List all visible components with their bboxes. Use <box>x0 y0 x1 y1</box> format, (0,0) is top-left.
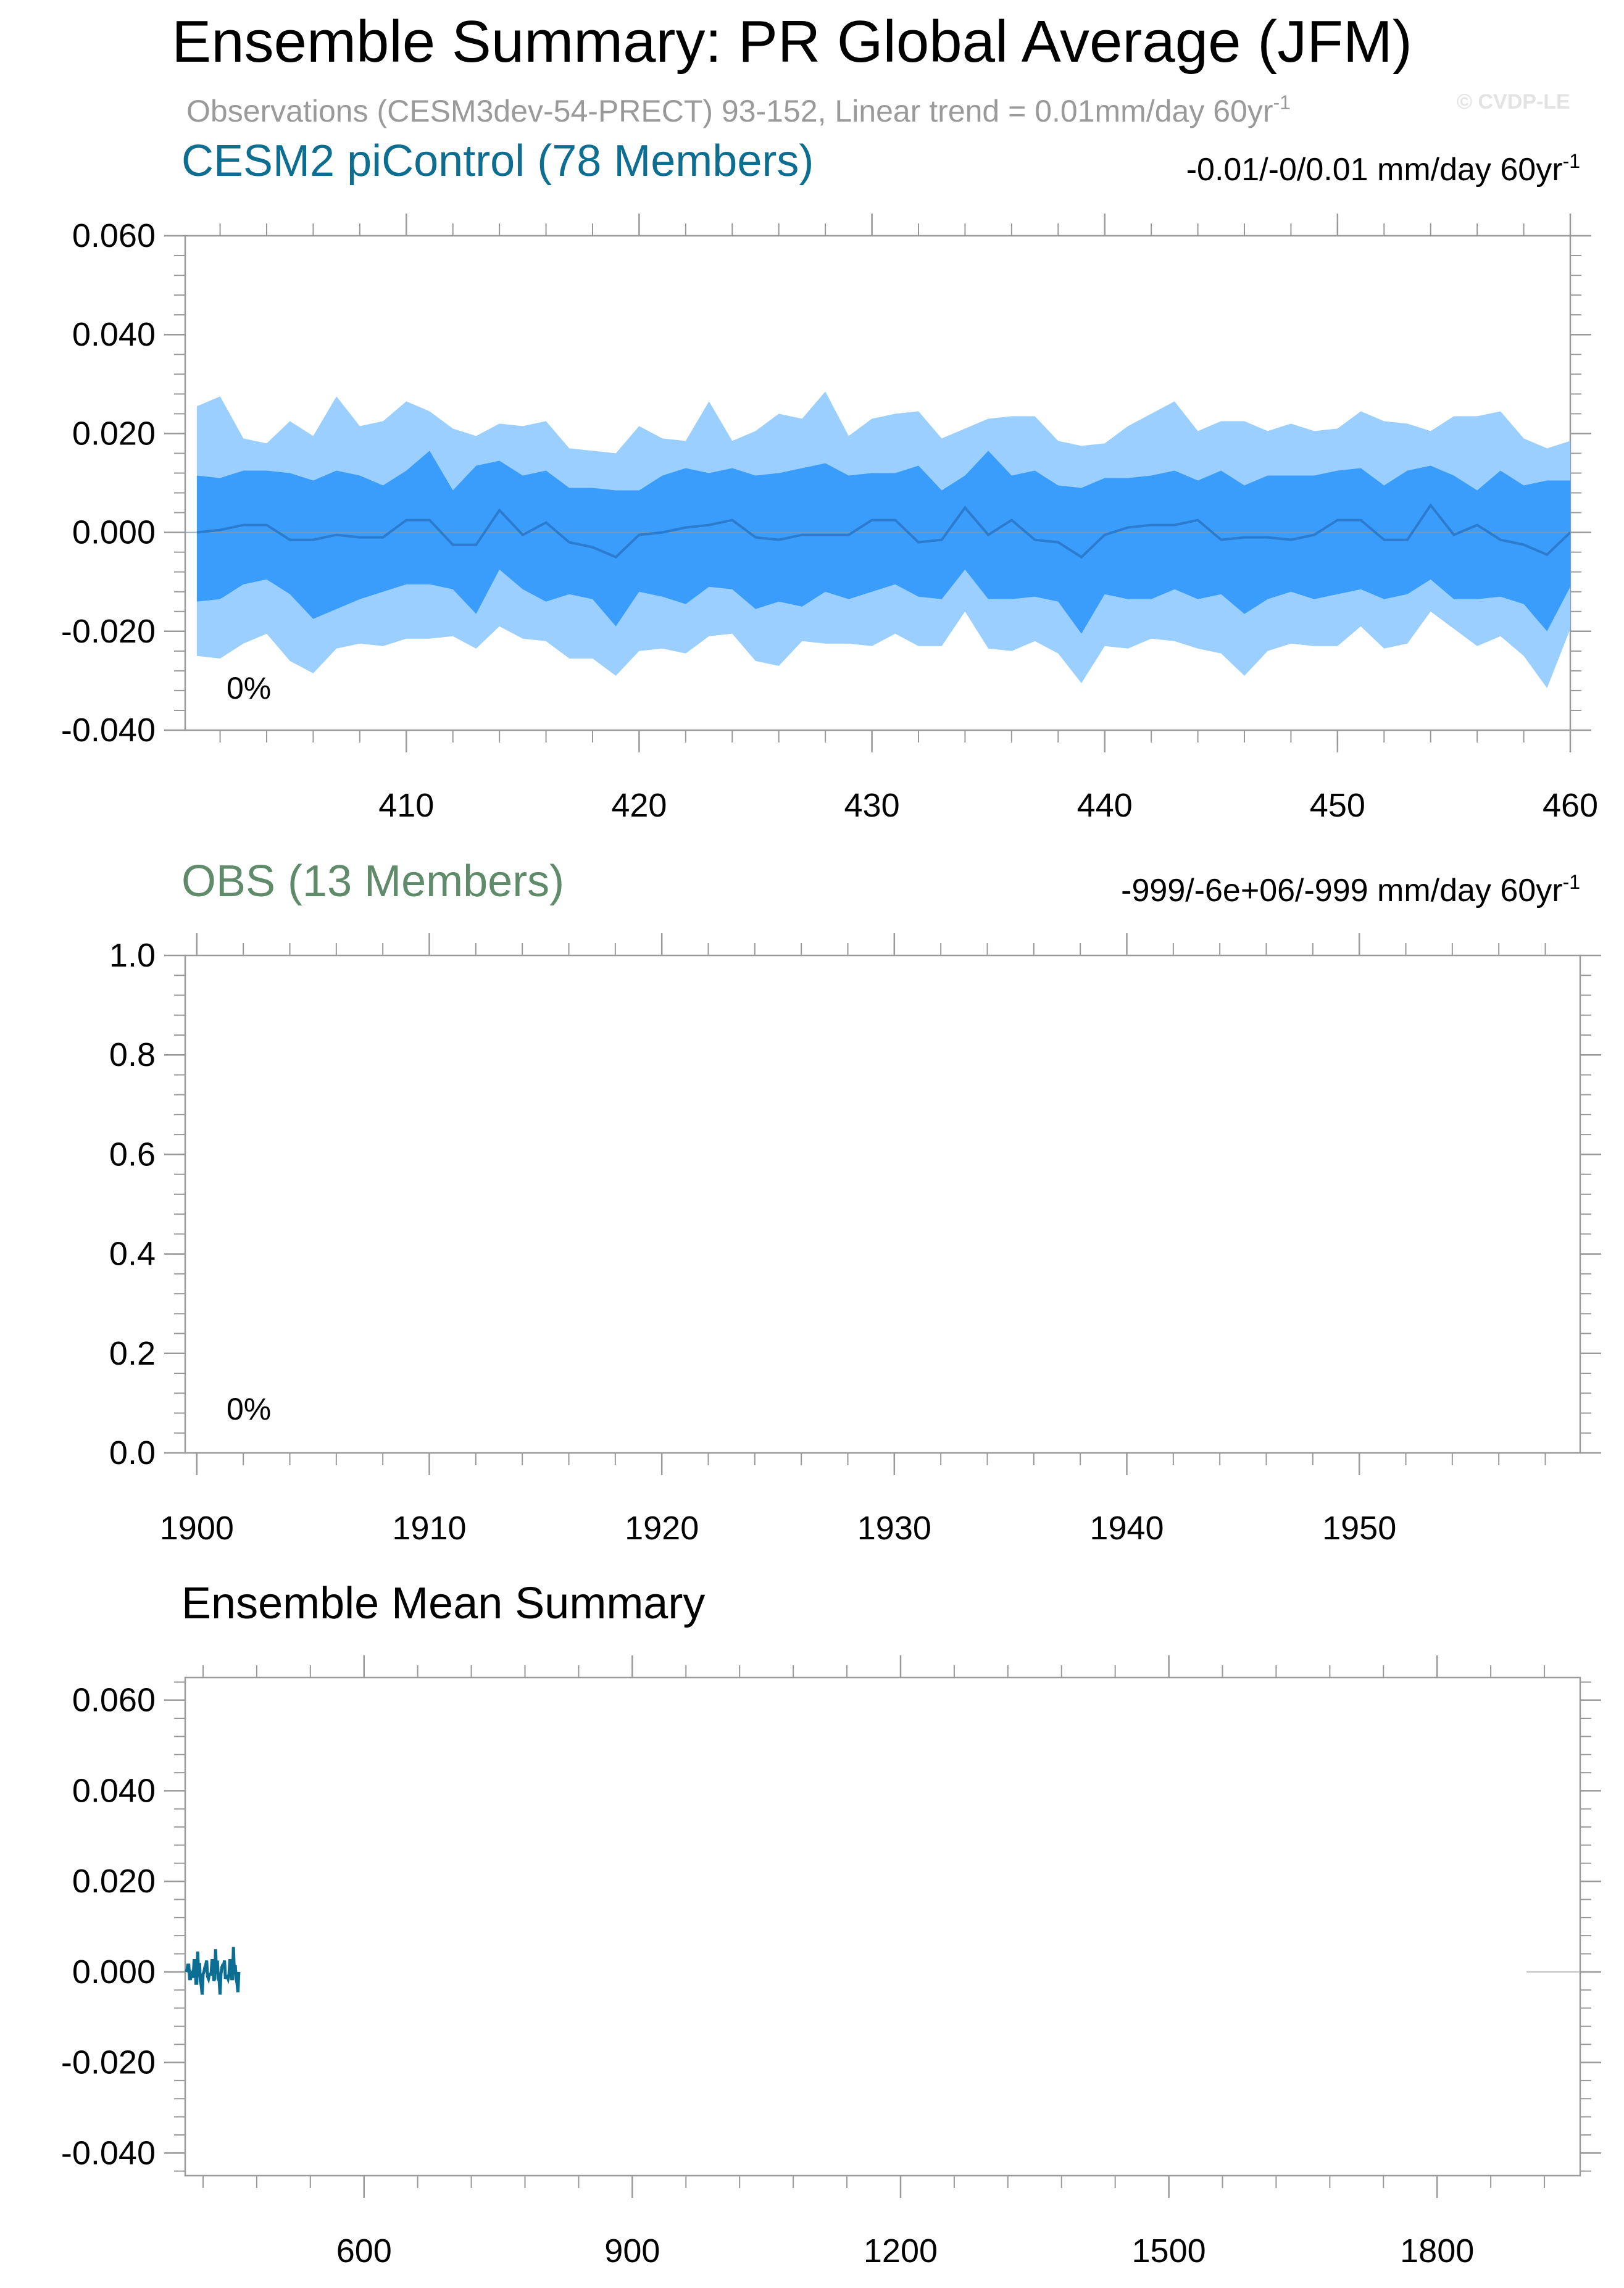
panel1-ytick-label: -0.020 <box>61 613 156 650</box>
panel2-xtick-label: 1920 <box>625 1510 699 1547</box>
panel3-ytick-label: -0.020 <box>61 2044 156 2081</box>
panel3-ytick-label: 0.020 <box>72 1863 156 1900</box>
panel2-percent-label: 0% <box>227 1392 271 1426</box>
panel1-plot-area: 0.060 0.040 0.020 0.000 -0.020 -0.040 410 420 43… <box>61 214 1598 824</box>
panel3-xtick-label: 1200 <box>864 2232 938 2269</box>
panel3-xtick-label: 1800 <box>1400 2232 1474 2269</box>
watermark: © CVDP-LE <box>1457 90 1570 114</box>
panel1-ytick-label: 0.020 <box>72 415 156 452</box>
panel1-trend: -0.01/-0/0.01 mm/day 60yr-1 <box>1186 150 1580 188</box>
panel1-xtick-label: 420 <box>611 787 667 824</box>
panel3-xtick-label: 1500 <box>1132 2232 1206 2269</box>
figure-subtitle-sup: -1 <box>1273 91 1291 114</box>
panel1-p10-p90-band <box>196 451 1570 634</box>
panel3-xtick-label: 600 <box>336 2232 392 2269</box>
panel2-ytick-label: 0.8 <box>109 1036 156 1073</box>
panel2-trend-text: -999/-6e+06/-999 mm/day 60yr <box>1121 873 1562 909</box>
panel3-ytick-label: 0.040 <box>72 1772 156 1809</box>
panel2-ytick-label: 0.2 <box>109 1335 156 1372</box>
figure-title: Ensemble Summary: PR Global Average (JFM… <box>172 9 1412 75</box>
panel2-title: OBS (13 Members) <box>181 857 564 906</box>
panel2-ytick-label: 0.0 <box>109 1434 156 1471</box>
panel2-trend: -999/-6e+06/-999 mm/day 60yr-1 <box>1121 871 1580 909</box>
panel1-title: CESM2 piControl (78 Members) <box>181 136 814 186</box>
panel1-xtick-label: 460 <box>1543 787 1598 824</box>
panel1-ytick-label: -0.040 <box>61 712 156 749</box>
panel2-ytick-label: 0.4 <box>109 1236 156 1273</box>
panel1-percent-label: 0% <box>227 671 271 705</box>
panel1-series-layer <box>185 391 1570 688</box>
figure-subtitle-text: Observations (CESM3dev-54-PRECT) 93-152,… <box>186 94 1273 128</box>
panel3-ytick-label: 0.060 <box>72 1682 156 1719</box>
panel1-ensemble-mean-line <box>196 503 1570 559</box>
panel2-xtick-label: 1950 <box>1322 1510 1396 1547</box>
panel-cesm2-picontrol: CESM2 piControl (78 Members) -0.01/-0/0.… <box>61 136 1598 824</box>
panel1-trend-text: -0.01/-0/0.01 mm/day 60yr <box>1186 152 1563 188</box>
panel1-xtick-label: 430 <box>844 787 900 824</box>
panel2-xtick-label: 1900 <box>160 1510 234 1547</box>
figure-subtitle: Observations (CESM3dev-54-PRECT) 93-152,… <box>186 91 1291 128</box>
panel1-ytick-label: 0.060 <box>72 217 156 254</box>
panel2-ytick-label: 1.0 <box>109 937 156 974</box>
panel-obs: OBS (13 Members) -999/-6e+06/-999 mm/day… <box>109 857 1601 1547</box>
panel1-xtick-label: 410 <box>378 787 434 824</box>
panel3-ytick-label: -0.040 <box>61 2134 156 2171</box>
panel2-trend-sup: -1 <box>1563 871 1580 893</box>
panel3-title: Ensemble Mean Summary <box>181 1579 705 1628</box>
panel3-plot-area: 0.060 0.040 0.020 0.000 -0.020 -0.040 600 900 12… <box>61 1655 1601 2269</box>
panel2-frame <box>184 954 1581 1454</box>
panel3-frame <box>184 1676 1581 2177</box>
panel3-ytick-label: 0.000 <box>72 1953 156 1991</box>
panel3-xtick-label: 900 <box>604 2232 660 2269</box>
panel2-ytick-label: 0.6 <box>109 1136 156 1173</box>
panel1-xtick-label: 450 <box>1310 787 1365 824</box>
panel1-ytick-label: 0.000 <box>72 514 156 551</box>
panel2-xtick-label: 1930 <box>857 1510 931 1547</box>
panel2-xtick-label: 1910 <box>392 1510 466 1547</box>
panel1-xtick-label: 440 <box>1077 787 1133 824</box>
panel-ensemble-mean-summary: Ensemble Mean Summary 0.0600.0400.0200.0… <box>61 1579 1601 2269</box>
panel2-xtick-label: 1940 <box>1089 1510 1164 1547</box>
panel1-trend-sup: -1 <box>1563 150 1580 172</box>
panel2-plot-area: 1.0 0.8 0.6 0.4 0.2 0.0 1900 1910 1920 1930 1940 19… <box>109 933 1601 1547</box>
panel3-cesm2-ensemble-mean-line <box>185 1947 241 1995</box>
panel1-ytick-label: 0.040 <box>72 316 156 353</box>
